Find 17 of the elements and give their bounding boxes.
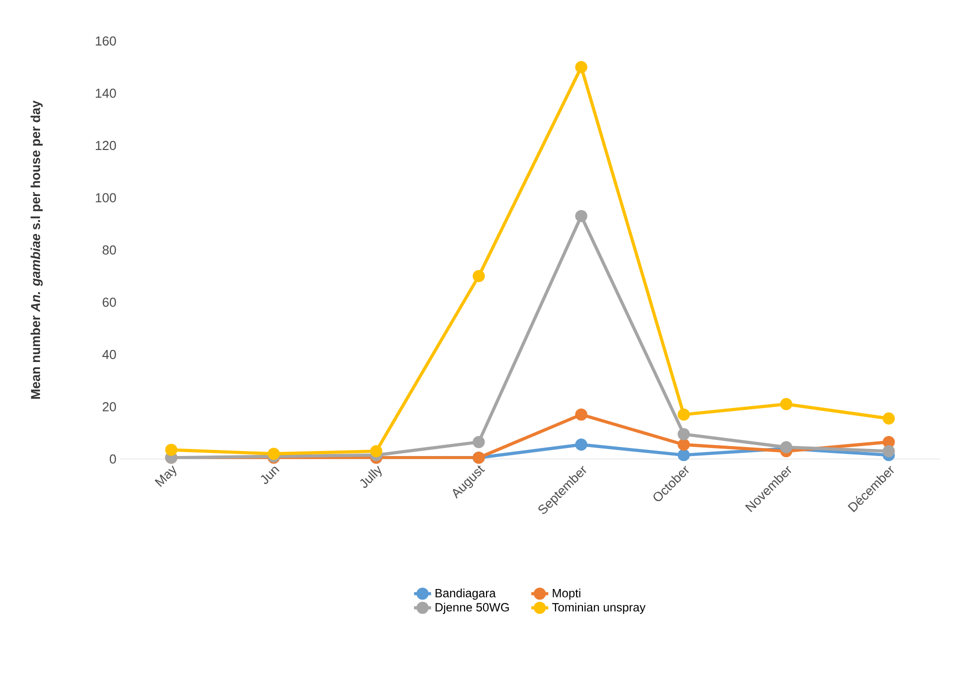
legend-label: Djenne 50WG <box>436 602 509 614</box>
x-tick-label: May <box>154 465 176 487</box>
legend-label: Mopti <box>552 588 580 600</box>
legend-label: Bandiagara <box>436 588 496 600</box>
y-tick-label: 140 <box>96 88 116 98</box>
x-tick-label: Jully <box>360 466 382 488</box>
y-axis-title: Mean number An. gambiae s.l per house per day <box>30 100 43 399</box>
x-tick-label: Jun <box>260 466 280 484</box>
y-tick-label: 80 <box>102 245 116 255</box>
y-tick-label: 100 <box>96 193 116 202</box>
y-tick-label: 60 <box>102 298 116 307</box>
y-tick-label: 20 <box>102 402 116 412</box>
y-tick-label: 160 <box>96 36 116 46</box>
y-tick-label: 120 <box>96 140 116 150</box>
y-tick-label: 40 <box>102 350 116 360</box>
legend-label: Tominian unspray <box>552 602 646 614</box>
y-tick-label: 0 <box>110 454 116 464</box>
